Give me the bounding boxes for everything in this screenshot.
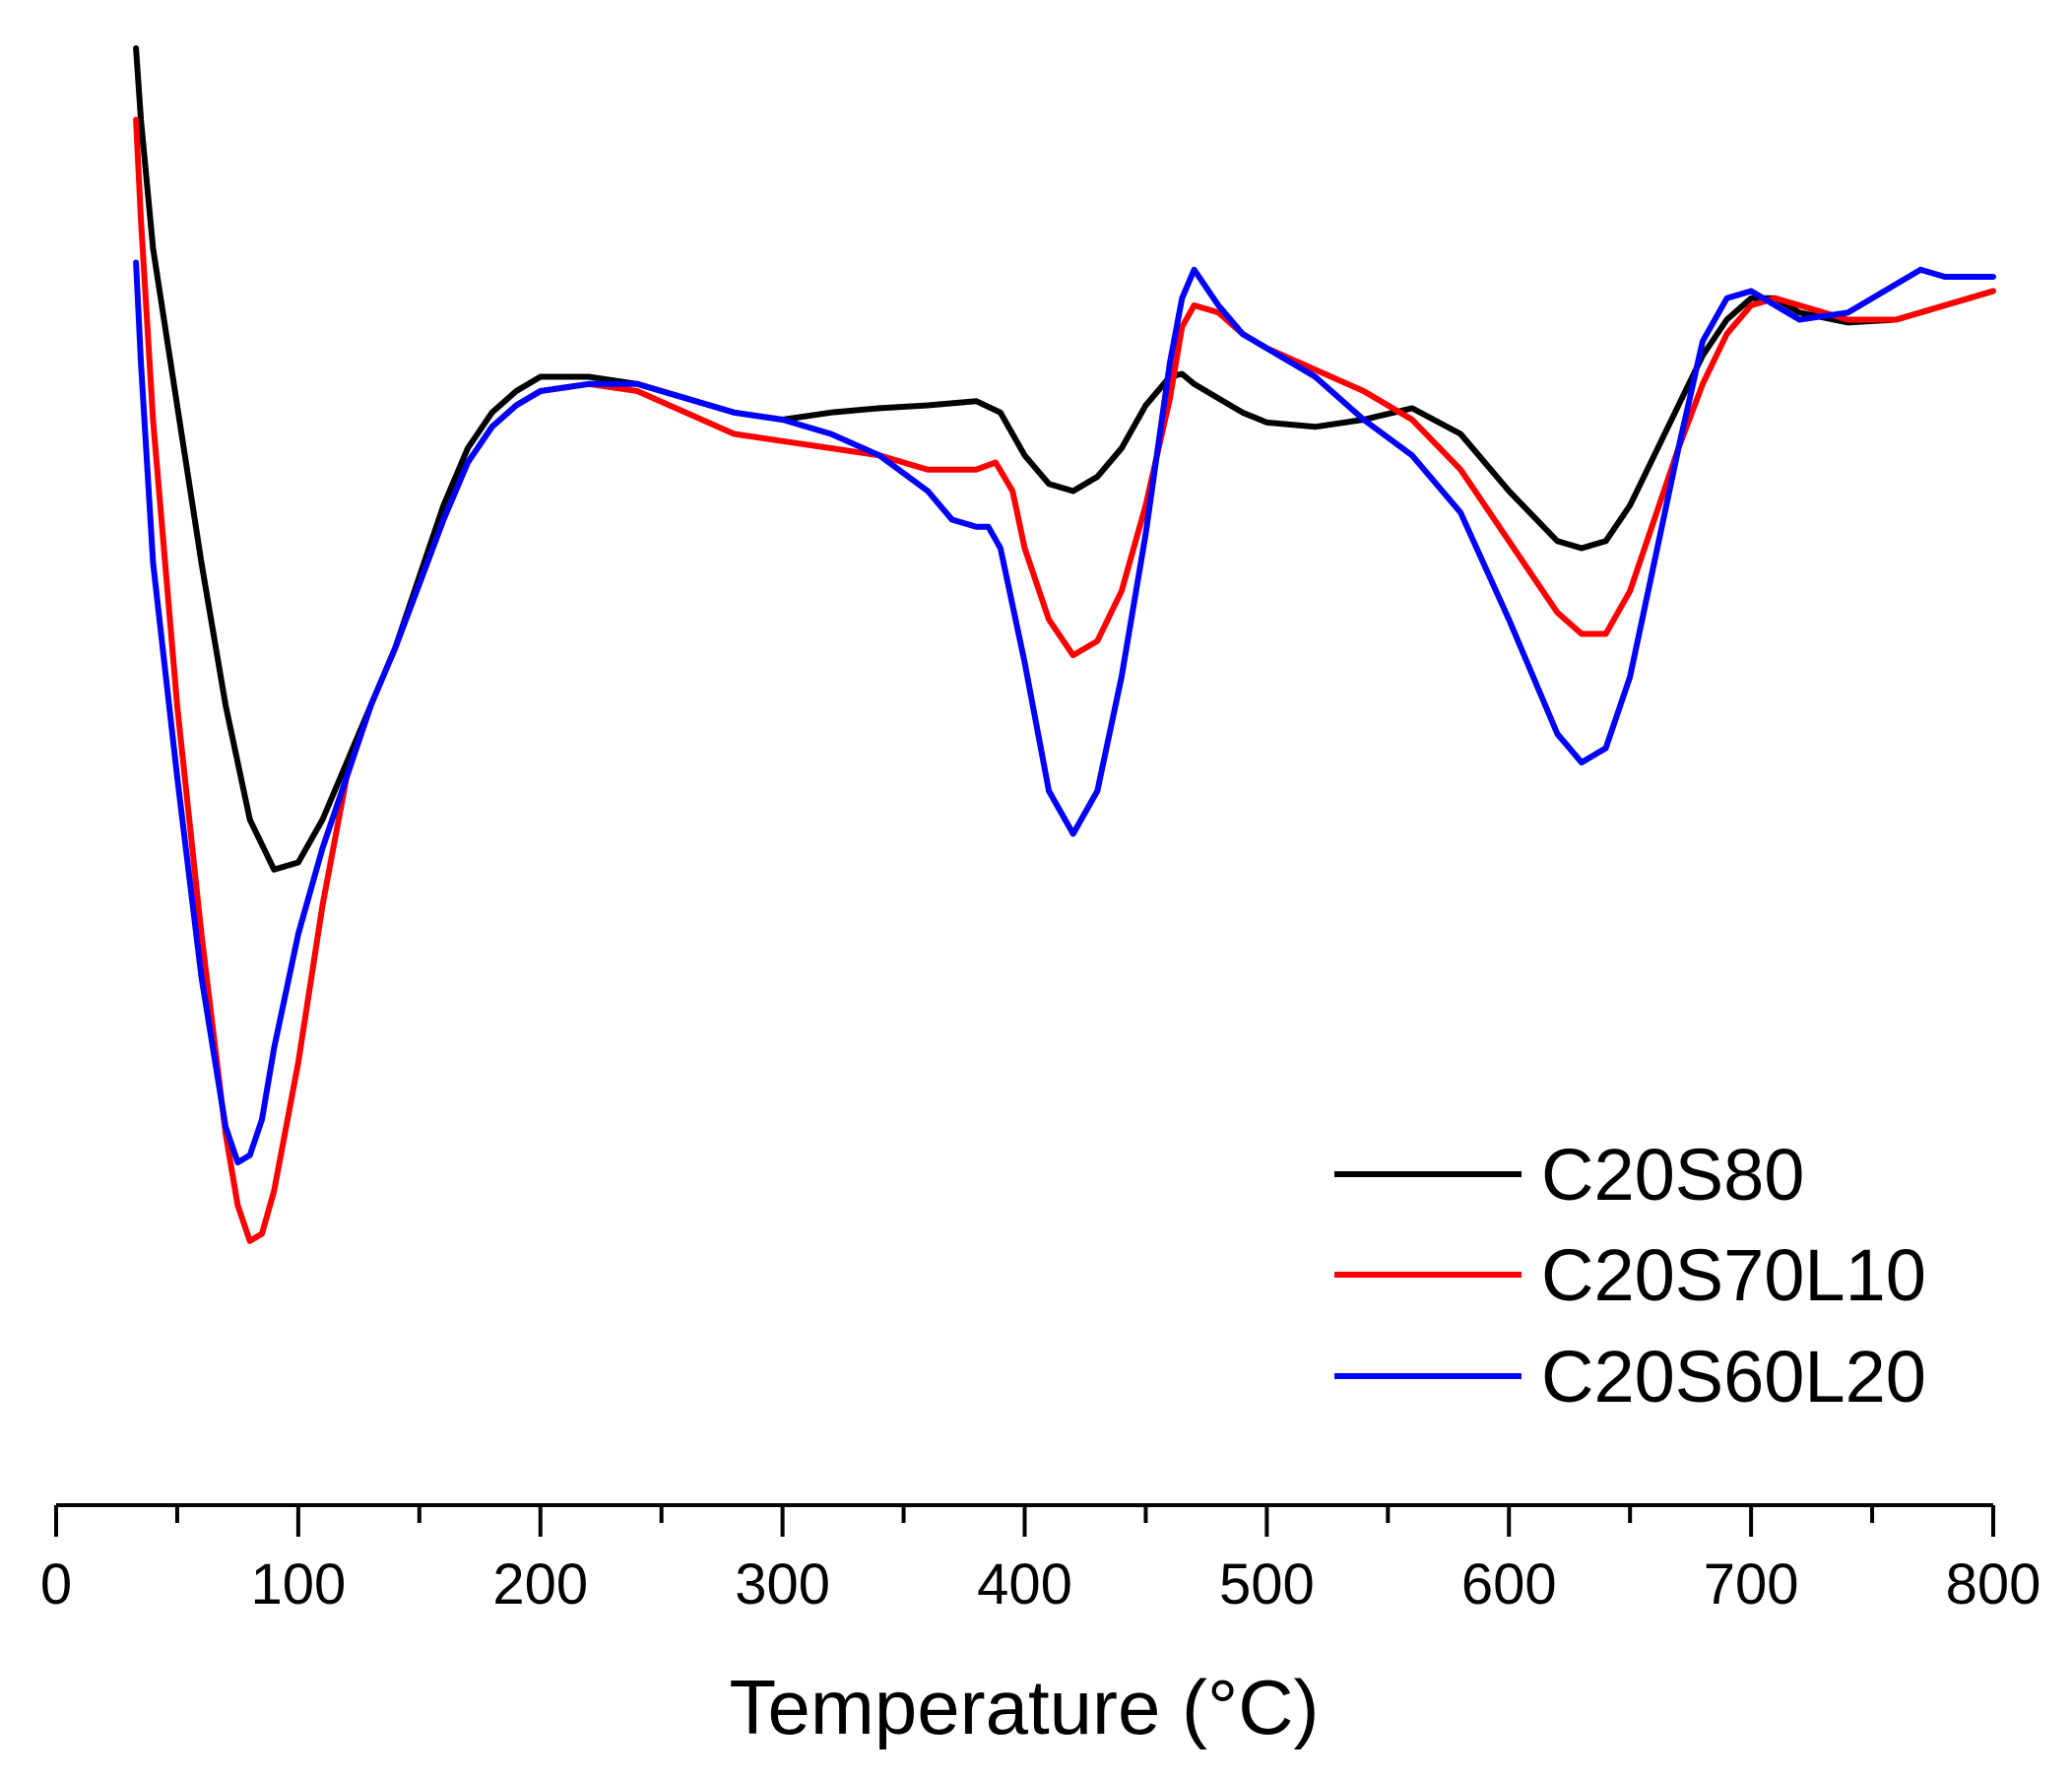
legend: C20S80 C20S70L10 C20S60L20 [1334,1134,1926,1418]
x-tick-label: 0 [40,1552,72,1616]
tick-labels: 0 100 200 300 400 500 600 700 800 [40,1552,2041,1616]
series-line-c20s80 [133,45,1996,873]
series-line-c20s70l10 [133,116,1996,1244]
x-tick-label: 500 [1219,1552,1315,1616]
minor-ticks [174,1505,1875,1523]
x-tick-label: 400 [977,1552,1072,1616]
major-ticks [54,1505,1995,1537]
x-tick-label: 300 [735,1552,830,1616]
x-tick-label: 600 [1461,1552,1557,1616]
legend-label-c20s60l20: C20S60L20 [1541,1336,1926,1418]
x-tick-label: 100 [250,1552,346,1616]
x-tick-label: 800 [1946,1552,2041,1616]
x-tick-label: 200 [492,1552,588,1616]
x-tick-label: 700 [1704,1552,1799,1616]
plot-lines [133,45,1996,1244]
x-axis: 0 100 200 300 400 500 600 700 800 Temperature (°… [40,1503,2041,1750]
series-line-c20s60l20 [133,259,1996,1165]
x-axis-title: Temperature (°C) [729,1664,1319,1750]
legend-label-c20s70l10: C20S70L10 [1541,1234,1926,1316]
legend-label-c20s80: C20S80 [1541,1134,1804,1216]
